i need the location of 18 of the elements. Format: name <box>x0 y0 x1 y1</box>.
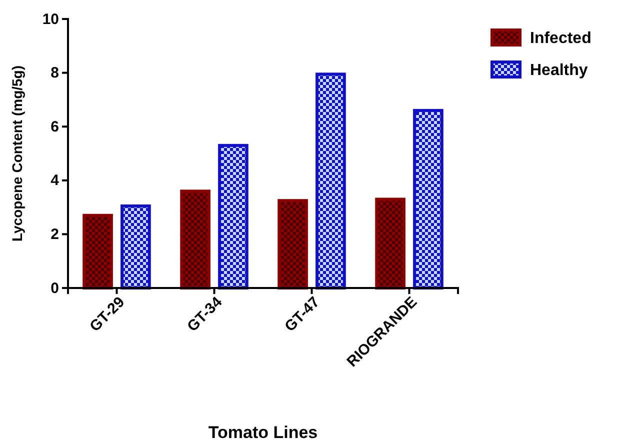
legend-label: Healthy <box>530 62 588 79</box>
bar <box>413 108 444 290</box>
bar <box>375 198 406 290</box>
y-tick-label: 8 <box>50 64 59 82</box>
y-tick-label: 2 <box>50 226 59 243</box>
bar <box>218 144 248 290</box>
bar <box>120 204 151 290</box>
bar <box>316 72 346 290</box>
bar <box>180 190 210 290</box>
bar <box>278 199 308 290</box>
y-tick-label: 10 <box>42 10 59 28</box>
y-tick-label: 6 <box>50 118 59 136</box>
y-tick-label: 0 <box>50 280 59 297</box>
x-axis-title: Tomato Lines <box>208 423 318 442</box>
bar <box>82 214 113 290</box>
y-tick-label: 4 <box>50 172 60 190</box>
y-axis-title: Lycopene Content (mg/5g) <box>9 65 25 242</box>
legend-label: Infected <box>530 30 592 47</box>
